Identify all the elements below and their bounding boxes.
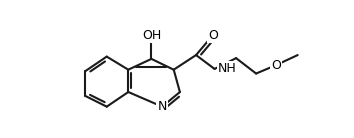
Text: N: N (158, 100, 167, 113)
Text: NH: NH (218, 62, 236, 75)
Text: OH: OH (142, 29, 161, 42)
Text: O: O (271, 59, 281, 72)
Text: O: O (208, 29, 218, 42)
